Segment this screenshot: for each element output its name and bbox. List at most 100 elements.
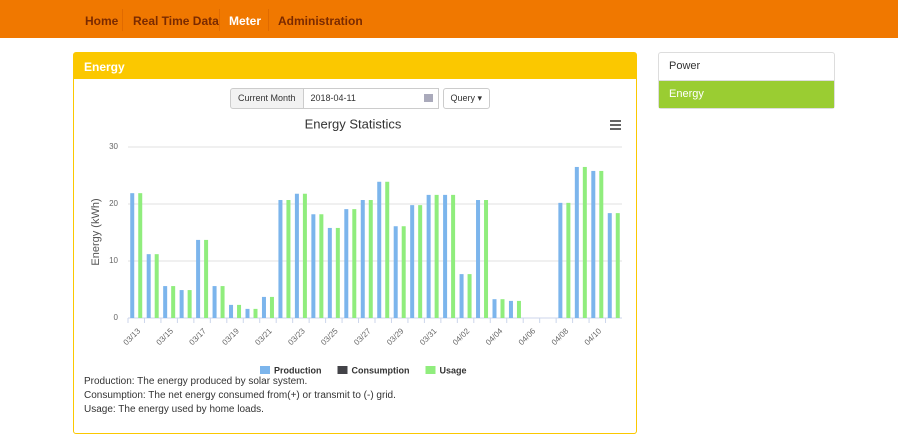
nav-home[interactable]: Home xyxy=(85,14,119,28)
x-tick-label: 03/15 xyxy=(155,326,176,347)
note: Usage: The energy used by home loads. xyxy=(84,404,264,415)
bar xyxy=(574,166,579,318)
bar xyxy=(179,290,184,318)
bar xyxy=(426,194,431,318)
nav-admin[interactable]: Administration xyxy=(278,14,363,28)
x-tick-label: 04/10 xyxy=(583,326,604,347)
bar xyxy=(459,274,464,318)
side-energy[interactable]: Energy xyxy=(659,80,834,108)
x-tick-label: 04/02 xyxy=(451,326,472,347)
bar xyxy=(212,286,217,318)
y-axis-label: Energy (kWh) xyxy=(90,198,102,265)
separator xyxy=(268,9,269,31)
bar xyxy=(566,202,571,318)
bar xyxy=(171,286,176,318)
panel: Energy xyxy=(73,52,637,434)
button-text: Query xyxy=(450,93,476,103)
bar xyxy=(492,299,497,318)
legend-label: Usage xyxy=(440,365,467,375)
bar xyxy=(615,213,620,318)
menu-icon[interactable] xyxy=(610,120,621,130)
bar xyxy=(410,205,415,318)
x-tick-label: 03/29 xyxy=(385,326,406,347)
bar xyxy=(393,226,398,318)
bar xyxy=(591,170,596,318)
bar xyxy=(319,214,324,318)
legend-label: Production xyxy=(274,365,322,375)
bar xyxy=(229,304,234,318)
bar xyxy=(377,181,382,318)
y-tick-label: 20 xyxy=(109,199,118,208)
bar xyxy=(599,170,604,318)
addon-label: Current Month xyxy=(230,88,304,109)
bar xyxy=(484,200,489,318)
bar xyxy=(434,194,439,318)
date-text: 2018-04-11 xyxy=(310,93,356,103)
bar xyxy=(311,214,316,318)
legend-swatch xyxy=(337,366,348,374)
bar xyxy=(146,254,151,318)
note: Production: The energy produced by solar… xyxy=(84,376,308,387)
y-tick-label: 10 xyxy=(109,256,118,265)
x-tick-label: 03/25 xyxy=(319,326,340,347)
bar xyxy=(245,308,250,318)
x-tick-label: 03/31 xyxy=(418,326,439,347)
chart: Energy Statistics Energy (kWh) 0 10 20 30 03… xyxy=(90,116,622,375)
bar xyxy=(368,200,373,318)
x-tick-label: 03/13 xyxy=(122,326,143,347)
separator xyxy=(219,9,220,31)
bar xyxy=(335,227,340,318)
bar xyxy=(278,200,283,318)
side-power[interactable]: Power xyxy=(669,60,701,72)
panel-title: Energy xyxy=(74,53,636,79)
bar xyxy=(352,209,357,318)
y-tick-label: 30 xyxy=(109,142,118,151)
bar xyxy=(204,239,209,318)
query-button[interactable]: Query ▾ xyxy=(442,88,491,109)
legend-swatch xyxy=(425,366,436,374)
nav-meter[interactable]: Meter xyxy=(229,14,262,28)
note: Consumption: The net energy consumed fro… xyxy=(84,390,396,401)
nav-bar: Home Real Time Data Meter Administration xyxy=(0,0,898,38)
nav-realtime[interactable]: Real Time Data xyxy=(133,14,219,28)
bar xyxy=(385,181,390,318)
x-tick-label: 03/17 xyxy=(187,326,208,347)
calendar-icon[interactable] xyxy=(423,94,433,102)
x-tick-label: 03/21 xyxy=(253,326,274,347)
bar xyxy=(196,239,201,318)
bar xyxy=(344,209,349,318)
bar xyxy=(154,254,159,318)
bar xyxy=(360,200,365,318)
bar xyxy=(220,286,225,318)
x-tick-label: 04/06 xyxy=(517,326,538,347)
separator xyxy=(122,9,123,31)
bar xyxy=(253,308,258,318)
bar xyxy=(476,200,481,318)
x-tick-label: 03/19 xyxy=(220,326,241,347)
controls: Current Month 2018-04-11 Query ▾ xyxy=(230,88,491,109)
x-tick-label: 04/08 xyxy=(550,326,571,347)
bar xyxy=(327,227,332,318)
bar xyxy=(286,200,291,318)
bar xyxy=(302,193,307,318)
bar xyxy=(261,296,266,318)
bar xyxy=(294,193,299,318)
x-tick-label: 03/27 xyxy=(352,326,373,347)
bar xyxy=(130,193,135,318)
bar xyxy=(516,300,521,318)
bar xyxy=(443,194,448,318)
bar xyxy=(187,290,192,318)
chart-title: Energy Statistics xyxy=(305,116,402,131)
date-input[interactable]: 2018-04-11 xyxy=(303,88,439,109)
bar xyxy=(508,300,513,318)
bar xyxy=(467,274,472,318)
bar xyxy=(163,286,168,318)
bar xyxy=(237,304,242,318)
bar xyxy=(401,226,406,318)
bar xyxy=(451,194,456,318)
bar xyxy=(269,296,274,318)
bar xyxy=(418,205,423,318)
bar xyxy=(582,166,587,318)
y-tick-label: 0 xyxy=(114,313,119,322)
